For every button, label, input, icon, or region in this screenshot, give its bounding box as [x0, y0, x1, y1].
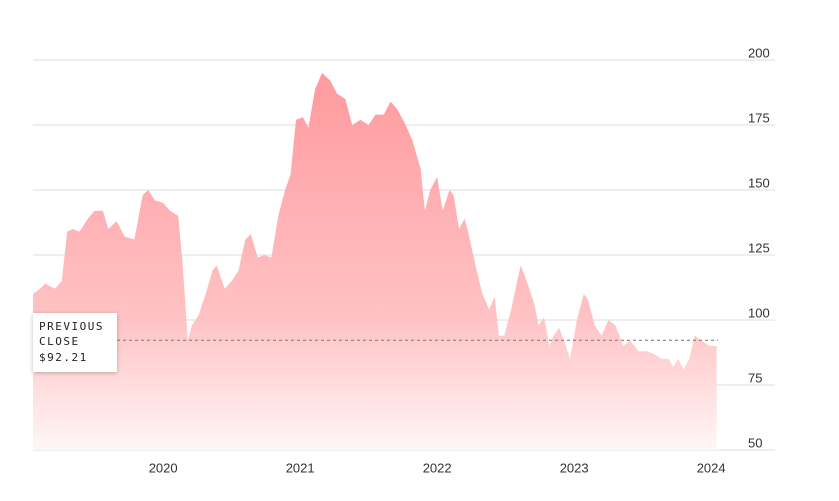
y-tick-label: 150	[748, 175, 770, 190]
previous-close-value: $92.21	[39, 351, 88, 364]
x-tick-label: 2021	[286, 460, 315, 475]
box	[33, 313, 117, 372]
previous-close-label: PREVIOUS CLOSE	[39, 320, 104, 348]
x-tick-label: 2024	[697, 460, 726, 475]
x-tick-label: 2022	[423, 460, 452, 475]
y-tick-label: 75	[748, 370, 762, 385]
y-tick-label: 175	[748, 110, 770, 125]
y-tick-label: 125	[748, 240, 770, 255]
y-tick-label: 100	[748, 305, 770, 320]
previous-close-box: PREVIOUS CLOSE $92.21	[33, 313, 117, 372]
x-tick-label: 2020	[149, 460, 178, 475]
y-tick-label: 200	[748, 45, 770, 60]
y-tick-label: 50	[748, 435, 762, 450]
price-area	[33, 73, 717, 450]
x-tick-label: 2023	[560, 460, 589, 475]
